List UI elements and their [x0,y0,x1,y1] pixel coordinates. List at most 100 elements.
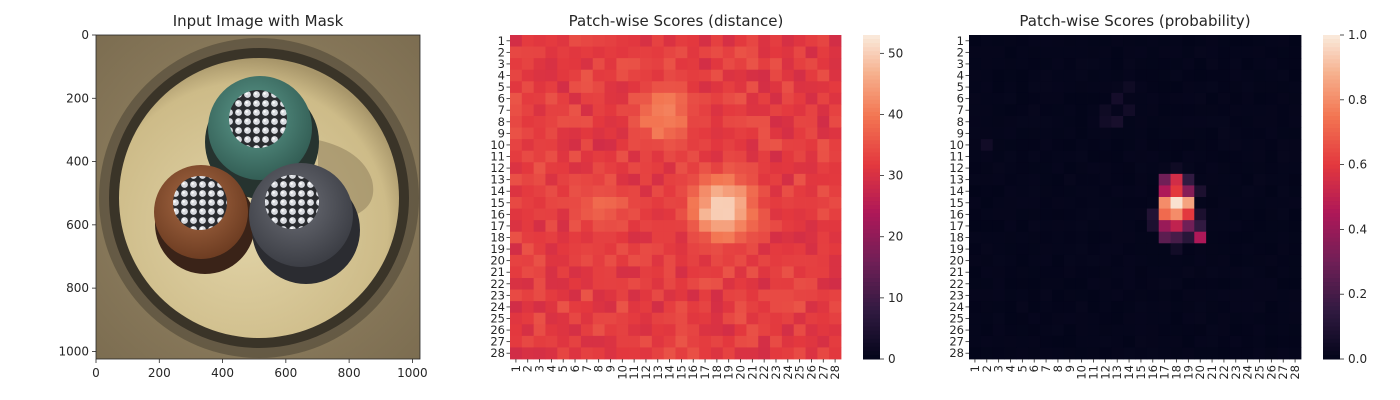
heatmap-cell [1158,58,1171,71]
heatmap-cell [722,104,736,117]
heatmap-cell [734,208,747,221]
heatmap-cell [651,347,665,360]
colorbar-segment [863,298,880,303]
heatmap-cell [628,289,641,302]
heatmap-cell [980,58,994,71]
heatmap-cell [1194,243,1207,256]
colorbar-segment [1323,314,1340,319]
heatmap-cell [1040,324,1053,337]
heatmap-cell [770,231,783,244]
heatmap-cell [817,347,830,360]
heatmap-cell [569,278,582,290]
heatmap-cell [616,35,629,47]
heatmap-cell [557,254,570,267]
heatmap-cell [604,104,617,117]
heatmap-cell [1040,173,1053,186]
heatmap-cell [675,92,688,105]
heatmap-cell [1052,335,1065,348]
heatmap-cell [1229,312,1243,325]
heatmap-cell [1099,69,1112,82]
heatmap-cell [651,35,665,47]
heatmap-cell [521,324,535,337]
heatmap-cell [1182,35,1195,47]
heatmap-cell [722,289,736,302]
heatmap-cell [616,127,629,140]
image-panel: Input Image with Mask [58,12,427,380]
heatmap-cell [569,220,582,233]
heatmap-cell [734,243,747,256]
y-tick-label: 22 [949,277,964,291]
heatmap-cell [1289,335,1302,348]
heatmap-cell [817,243,830,256]
heatmap-cell [1229,289,1243,302]
x-tick-label: 15 [1134,365,1148,380]
heatmap-cell [805,127,818,140]
colorbar-segment [1323,197,1340,202]
heatmap-cell [1087,278,1100,290]
heatmap-cell [980,69,994,82]
heatmap-cell [1253,116,1266,128]
heatmap-cell [781,58,795,71]
heatmap-cell [521,278,535,290]
heatmap-cell [1063,243,1077,256]
heatmap-cell [1265,185,1278,198]
colorbar-segment [1323,217,1340,222]
heatmap-cell [1194,335,1207,348]
heatmap-cell [1063,335,1077,348]
heatmap-cell [616,116,629,128]
colorbar-segment [1323,144,1340,149]
heatmap-cell [1182,289,1195,302]
x-tick-label: 3 [533,365,547,372]
heatmap-cell [533,231,546,244]
heatmap-cell [1158,81,1171,94]
heatmap-cell [746,335,759,348]
heatmap-cell [557,69,570,82]
heatmap-cell [770,92,783,105]
x-tick-label: 3 [992,365,1006,372]
heatmap-cell [569,301,582,314]
colorbar-segment [1323,156,1340,162]
heatmap-cell [734,185,747,198]
heatmap-cell [1135,35,1148,47]
colorbar-segment [1323,192,1340,198]
heatmap-cell [604,46,617,59]
heatmap-cell [1016,81,1029,94]
heatmap-cell [781,185,795,198]
heatmap-cell [1265,35,1278,47]
heatmap-cell [1052,289,1065,302]
heatmap-cell [722,116,736,128]
heatmap-cell [569,46,582,59]
heatmap-cell [829,254,842,267]
heatmap-cell [1063,185,1077,198]
y-tick-label: 18 [490,231,505,245]
heatmap-cell [980,104,994,117]
heatmap-cell [675,312,688,325]
heatmap-cell [1229,92,1243,105]
heatmap-cell [734,324,747,337]
y-tick-label: 5 [498,80,505,94]
y-tick-label: 11 [490,150,505,164]
heatmap-cell [1146,58,1160,71]
heatmap-cell [592,150,605,163]
heatmap-cell [1028,278,1041,290]
heatmap-cell [699,81,712,94]
heatmap-cell [510,324,523,337]
heatmap-cell [1123,46,1136,59]
probability-panel: Patch-wise Scores (probability) 12345678… [949,12,1367,380]
heatmap-cell [1158,220,1171,233]
x-tick-label: 200 [148,366,171,380]
heatmap-cell [1016,58,1029,71]
heatmap-cell [1063,81,1077,94]
colorbar-segment [863,318,880,324]
heatmap-cell [557,289,570,302]
colorbar-segment [863,192,880,198]
x-tick-label: 20 [734,365,748,380]
heatmap-cell [1135,254,1148,267]
heatmap-cell [1277,92,1290,105]
heatmap-cell [663,312,676,325]
heatmap-cell [746,116,759,128]
heatmap-cell [1123,289,1136,302]
heatmap-cell [710,92,724,105]
heatmap-cell [1099,231,1112,244]
heatmap-cell [1158,116,1171,128]
